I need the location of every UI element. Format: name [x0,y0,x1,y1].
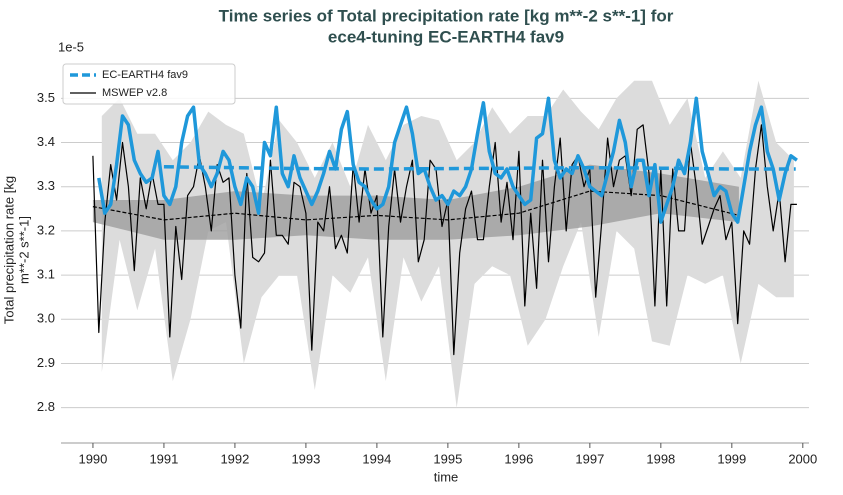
y-tick-label: 3.5 [37,90,55,105]
y-axis-label: Total precipitation rate [kg m**-2 s**-1… [1,176,31,324]
series-line [92,124,797,356]
offset-label: 1e-5 [58,39,84,54]
y-tick-label: 3.3 [37,178,55,193]
x-tick-label: 1997 [575,451,604,466]
spread-band [92,164,739,240]
legend-label: EC-EARTH4 fav9 [102,69,188,81]
legend: EC-EARTH4 fav9 MSWEP v2.8 [62,63,236,105]
y-tick-label: 3.1 [37,267,55,282]
y-tick-label: 3.0 [37,311,55,326]
y-axis-label-line: m**-2 s**-1] [16,216,31,284]
trend-line [163,165,796,171]
x-tick-label: 1991 [149,451,178,466]
x-tick-label: 1996 [504,451,533,466]
x-axis-label: time [434,469,459,484]
legend-box [62,63,236,105]
y-tick-label: 3.4 [37,134,55,149]
x-tick-label: 1992 [220,451,249,466]
x-tick-label: 1990 [78,451,107,466]
y-axis-label-line: Total precipitation rate [kg [1,176,16,324]
legend-label: MSWEP v2.8 [102,87,167,99]
series-line [97,96,798,224]
y-tick-label: 2.9 [37,355,55,370]
chart-title: Time series of Total precipitation rate … [219,6,674,25]
x-tick-label: 1994 [362,451,391,466]
chart-title: ece4-tuning EC-EARTH4 fav9 [328,27,564,46]
y-tick-label: 3.2 [37,222,55,237]
x-tick-label: 2000 [788,451,817,466]
spread-band [101,80,794,408]
x-tick-label: 1999 [717,451,746,466]
trend-line [92,190,740,221]
x-tick-label: 1993 [291,451,320,466]
y-tick-label: 2.8 [37,399,55,414]
x-tick-label: 1995 [433,451,462,466]
x-tick-label: 1998 [646,451,675,466]
